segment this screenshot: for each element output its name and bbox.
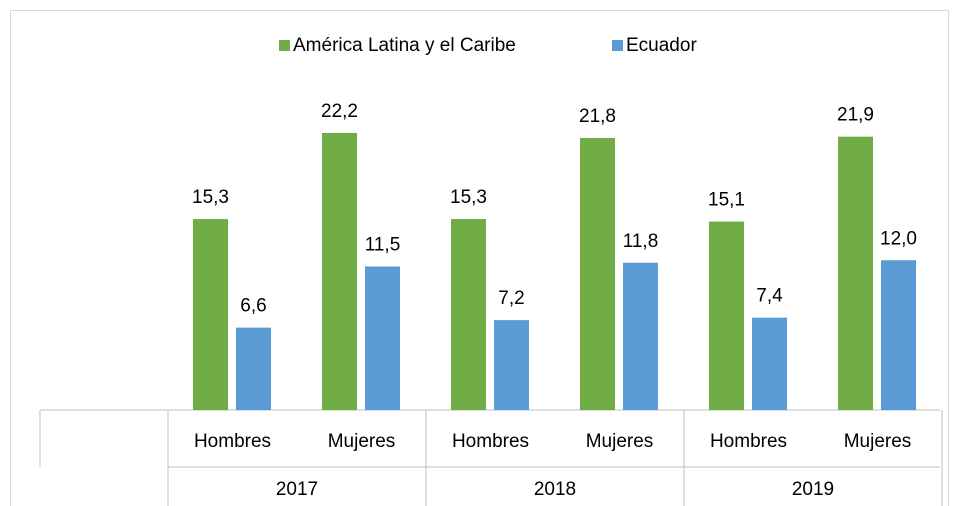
legend-label: Ecuador [626,35,697,56]
data-label: 21,8 [579,106,616,127]
bar [236,327,271,410]
x-tick-label: Mujeres [586,431,654,452]
legend-swatch [279,40,290,51]
data-label: 15,1 [708,190,745,211]
bar [623,262,658,410]
data-label: 6,6 [240,296,266,317]
group-label: 2018 [534,479,576,500]
chart-frame [10,10,949,506]
data-label: 12,0 [880,228,917,249]
bar [494,320,529,410]
bar [752,317,787,410]
bar [451,219,486,410]
bar [365,266,400,410]
x-tick-label: Hombres [710,431,787,452]
data-label: 21,9 [837,105,874,126]
data-label: 11,8 [623,231,659,252]
data-label: 22,2 [321,101,358,122]
x-tick-label: Hombres [452,431,529,452]
data-label: 7,2 [498,288,524,309]
data-label: 11,5 [365,234,401,255]
data-label: 7,4 [756,286,783,307]
bar [838,136,873,411]
data-label: 15,3 [192,187,229,208]
bar [322,132,357,410]
group-label: 2017 [276,479,318,500]
bar [580,137,615,410]
x-tick-label: Mujeres [844,431,912,452]
bar [709,221,744,410]
legend-swatch [612,40,623,51]
x-tick-label: Hombres [194,431,271,452]
x-tick-label: Mujeres [328,431,396,452]
bar [881,260,916,410]
data-label: 15,3 [450,187,487,208]
legend-label: América Latina y el Caribe [293,35,516,56]
group-label: 2019 [792,479,834,500]
bar [193,219,228,410]
